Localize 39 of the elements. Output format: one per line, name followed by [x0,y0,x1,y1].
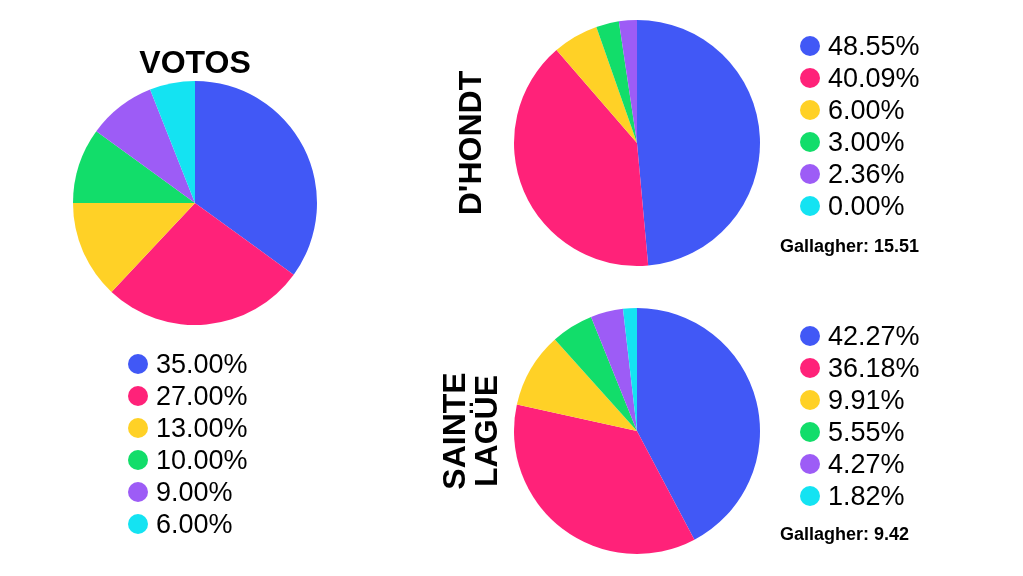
legend-label: 0.00% [828,190,905,222]
legend-label: 4.27% [828,448,905,480]
pie-slice [195,81,317,275]
legend-label: 5.55% [828,416,905,448]
legend-label: 13.00% [156,412,248,444]
pie-slice [73,131,195,203]
legend-label: 40.09% [828,62,920,94]
pie-slice [73,203,195,292]
text: SAINTE LAGÜE [436,372,504,490]
legend-label: 42.27% [828,320,920,352]
pie-slice [596,21,637,143]
legend-label: 3.00% [828,126,905,158]
legend-label: 1.82% [828,480,905,512]
pie-slice [150,81,195,203]
pie-slice [618,20,637,143]
text: D'HONDT [452,70,488,216]
pie-slice [637,308,760,540]
pie-slice [514,404,695,554]
pie-slice [516,339,637,431]
legend-label: 48.55% [828,30,920,62]
pie-slice [556,26,637,143]
pie-slice [554,316,637,431]
text: Gallagher: 9.42 [780,524,910,545]
text: Gallagher: 15.51 [780,236,920,257]
pie-slice [514,50,649,266]
pie-slice [111,203,294,325]
pie-slice [96,89,195,203]
legend-label: 27.00% [156,380,248,412]
legend-label: 36.18% [828,352,920,384]
legend-label: 2.36% [828,158,905,190]
chart-title: VOTOS [139,44,251,80]
pie-slice [591,308,637,431]
legend-label: 9.91% [828,384,905,416]
legend-label: 9.00% [156,476,233,508]
legend-label: 10.00% [156,444,248,476]
legend-label: 6.00% [156,508,233,540]
pie-slice [637,20,760,266]
legend-label: 35.00% [156,348,248,380]
legend-label: 6.00% [828,94,905,126]
